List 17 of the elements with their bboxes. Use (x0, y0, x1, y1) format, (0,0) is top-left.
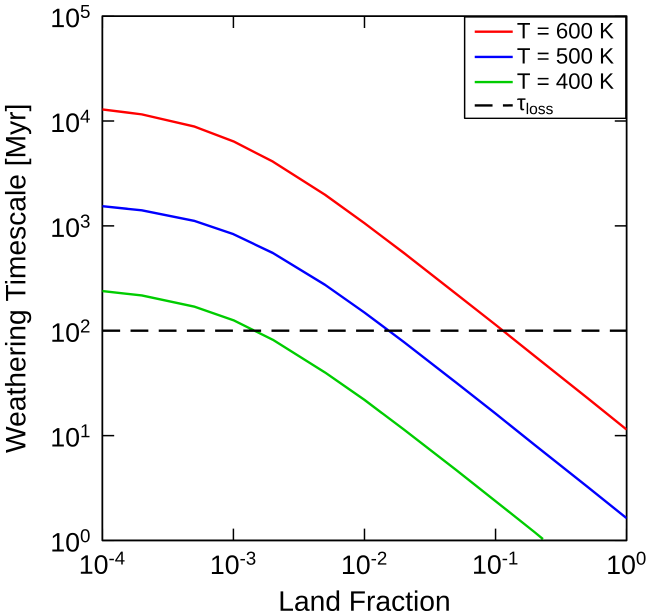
y-tick-label: 10$^{4}$ (52, 110, 90, 132)
legend-label: T = 600 K (517, 22, 614, 39)
legend-label: T = 400 K (517, 73, 614, 89)
legend-label: τ$_{loss}$ (517, 98, 553, 114)
x-tick-label: 10$^{0}$ (608, 552, 646, 574)
x-tick-label: 10$^{-4}$ (80, 552, 125, 574)
x-axis-title: Land Fraction (280, 590, 449, 612)
y-tick-label: 10$^{1}$ (52, 424, 90, 447)
y-tick-label: 10$^{0}$ (52, 529, 90, 552)
y-tick-label: 10$^{5}$ (52, 4, 90, 28)
y-tick-label: 10$^{2}$ (52, 319, 90, 342)
legend-label: T = 500 K (517, 48, 614, 64)
x-tick-label: 10$^{-1}$ (474, 552, 518, 574)
x-tick-label: 10$^{-3}$ (212, 552, 256, 574)
y-axis-title: Weathering Timescale [Myr] (4, 106, 32, 453)
y-tick-label: 10$^{3}$ (52, 214, 90, 238)
x-tick-label: 10$^{-2}$ (342, 552, 386, 574)
